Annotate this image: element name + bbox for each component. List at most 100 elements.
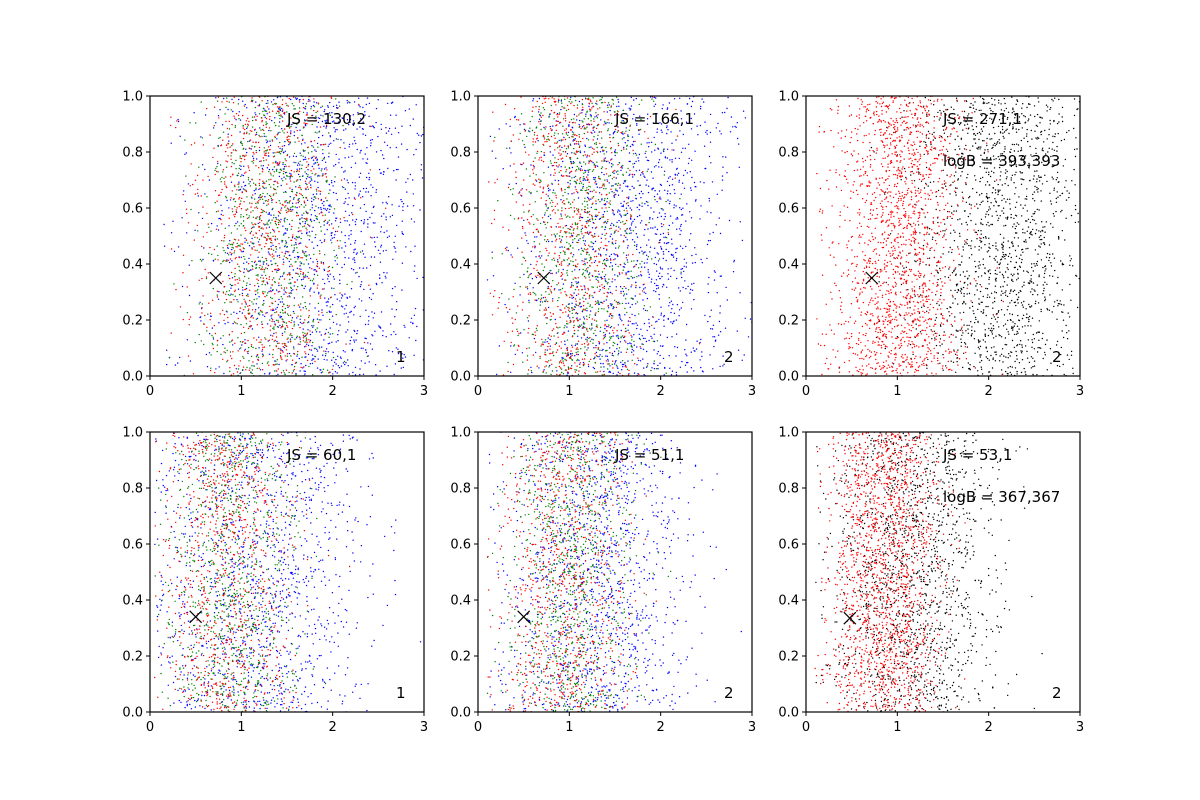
- scatter-point: [360, 197, 362, 199]
- scatter-point: [319, 297, 322, 299]
- scatter-point: [304, 319, 306, 321]
- scatter-point: [305, 173, 308, 175]
- scatter-point: [389, 114, 392, 116]
- scatter-point: [387, 102, 389, 105]
- scatter-point: [235, 222, 237, 225]
- scatter-point: [277, 219, 279, 221]
- scatter-point: [603, 149, 605, 152]
- scatter-point: [643, 367, 645, 369]
- scatter-point: [221, 239, 223, 242]
- scatter-point: [331, 368, 333, 371]
- scatter-point: [344, 220, 346, 222]
- scatter-point: [354, 305, 356, 307]
- scatter-point: [576, 119, 578, 121]
- scatter-point: [595, 334, 597, 337]
- scatter-point: [209, 319, 211, 321]
- scatter-point: [296, 206, 298, 209]
- scatter-point: [311, 241, 313, 243]
- scatter-point: [298, 268, 301, 270]
- scatter-point: [289, 254, 291, 257]
- scatter-point: [304, 120, 306, 122]
- scatter-point: [682, 174, 685, 176]
- scatter-point: [617, 101, 620, 103]
- scatter-point: [289, 176, 291, 178]
- scatter-point: [706, 257, 708, 260]
- scatter-point: [566, 198, 568, 200]
- scatter-point: [528, 299, 530, 302]
- scatter-point: [212, 344, 214, 346]
- scatter-point: [286, 251, 289, 253]
- scatter-point: [380, 244, 383, 246]
- scatter-point: [640, 246, 642, 249]
- scatter-point: [393, 373, 395, 376]
- scatter-point: [586, 212, 588, 214]
- scatter-point: [686, 172, 688, 174]
- scatter-point: [281, 128, 283, 130]
- scatter-point: [558, 289, 560, 291]
- scatter-point: [204, 114, 207, 116]
- scatter-point: [243, 201, 245, 203]
- scatter-point: [615, 286, 617, 288]
- scatter-point: [709, 141, 712, 143]
- scatter-point: [622, 164, 624, 167]
- scatter-point: [624, 314, 626, 316]
- scatter-point: [267, 200, 269, 202]
- x-tick-label: 3: [420, 384, 428, 399]
- scatter-point: [704, 314, 706, 317]
- scatter-point: [243, 357, 245, 359]
- scatter-point: [583, 321, 585, 323]
- scatter-point: [670, 267, 672, 269]
- scatter-point: [709, 354, 711, 356]
- scatter-point: [256, 201, 259, 203]
- scatter-point: [289, 141, 291, 143]
- scatter-point: [705, 167, 707, 170]
- scatter-point: [646, 297, 649, 300]
- scatter-point: [368, 315, 370, 318]
- scatter-point: [289, 180, 292, 182]
- scatter-point: [583, 316, 585, 318]
- scatter-point: [383, 271, 385, 274]
- scatter-point: [594, 260, 597, 262]
- scatter-point: [380, 215, 383, 217]
- scatter-point: [572, 316, 574, 319]
- scatter-point: [303, 251, 305, 253]
- scatter-point: [269, 241, 272, 244]
- scatter-point: [283, 191, 285, 194]
- scatter-point: [344, 256, 346, 259]
- scatter-point: [247, 177, 250, 179]
- scatter-point: [312, 261, 314, 263]
- scatter-point: [663, 218, 665, 220]
- scatter-point: [719, 130, 721, 132]
- scatter-point: [198, 333, 200, 336]
- scatter-point: [305, 114, 308, 116]
- scatter-point: [646, 258, 649, 260]
- scatter-series-3: [170, 96, 387, 376]
- scatter-point: [257, 285, 260, 288]
- scatter-point: [648, 146, 650, 148]
- scatter-point: [710, 328, 712, 330]
- scatter-point: [549, 364, 551, 367]
- scatter-point: [321, 120, 324, 123]
- scatter-point: [636, 276, 638, 278]
- scatter-point: [335, 341, 337, 343]
- scatter-point: [563, 136, 565, 139]
- scatter-point: [328, 152, 330, 154]
- scatter-point: [601, 171, 603, 174]
- scatter-point: [583, 132, 586, 135]
- scatter-point: [385, 201, 387, 203]
- scatter-point: [616, 254, 619, 257]
- scatter-point: [585, 128, 587, 130]
- scatter-point: [634, 152, 637, 155]
- scatter-point: [258, 312, 260, 314]
- scatter-point: [299, 218, 301, 221]
- scatter-point: [292, 250, 295, 252]
- scatter-point: [283, 346, 286, 349]
- scatter-point: [186, 212, 188, 215]
- scatter-point: [240, 243, 242, 245]
- scatter-point: [210, 367, 212, 369]
- scatter-point: [278, 200, 280, 202]
- scatter-point: [254, 285, 256, 287]
- scatter-point: [227, 316, 229, 319]
- scatter-point: [630, 96, 632, 99]
- scatter-point: [291, 188, 293, 191]
